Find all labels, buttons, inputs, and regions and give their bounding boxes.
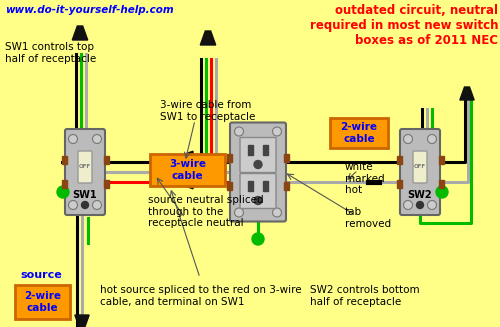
Circle shape	[252, 233, 264, 245]
Polygon shape	[75, 315, 89, 327]
FancyBboxPatch shape	[78, 151, 92, 183]
Bar	[150, 154, 225, 186]
Circle shape	[254, 161, 262, 168]
FancyBboxPatch shape	[65, 129, 105, 215]
Bar	[330, 118, 388, 148]
Circle shape	[82, 201, 88, 209]
Bar	[62, 156, 67, 164]
Polygon shape	[460, 87, 474, 100]
Text: tab
removed: tab removed	[345, 207, 391, 229]
FancyBboxPatch shape	[240, 137, 276, 173]
Circle shape	[272, 127, 281, 136]
Bar	[104, 156, 109, 164]
Circle shape	[404, 134, 412, 144]
Circle shape	[416, 201, 424, 209]
Bar	[439, 180, 444, 188]
Circle shape	[234, 208, 244, 217]
Text: 3-wire
cable: 3-wire cable	[169, 159, 206, 181]
Circle shape	[254, 197, 262, 204]
Polygon shape	[177, 171, 193, 189]
Text: source neutral spliced
through to the
receptacle neutral: source neutral spliced through to the re…	[148, 195, 264, 228]
Bar	[227, 182, 232, 190]
Text: outdated circuit, neutral
required in most new switch
boxes as of 2011 NEC: outdated circuit, neutral required in mo…	[310, 4, 498, 47]
Circle shape	[436, 186, 448, 198]
Text: 2-wire
cable: 2-wire cable	[24, 291, 61, 313]
Bar	[284, 182, 289, 190]
Text: source: source	[20, 270, 62, 280]
Bar	[263, 181, 268, 191]
Circle shape	[68, 200, 78, 210]
FancyBboxPatch shape	[230, 123, 286, 221]
Circle shape	[68, 134, 78, 144]
Text: SW2 controls bottom
half of receptacle: SW2 controls bottom half of receptacle	[310, 285, 420, 307]
Bar	[397, 156, 402, 164]
Bar	[397, 180, 402, 188]
Polygon shape	[72, 26, 88, 40]
Text: www.do-it-yourself-help.com: www.do-it-yourself-help.com	[5, 5, 173, 15]
Text: SW1: SW1	[72, 190, 98, 200]
Bar	[248, 145, 253, 154]
FancyBboxPatch shape	[413, 151, 427, 183]
Text: OFF: OFF	[79, 164, 91, 169]
Bar	[263, 145, 268, 154]
Circle shape	[92, 200, 102, 210]
Text: white
marked
hot: white marked hot	[345, 162, 385, 195]
Circle shape	[57, 186, 69, 198]
Bar	[104, 180, 109, 188]
Text: OFF: OFF	[414, 164, 426, 169]
Polygon shape	[177, 151, 193, 169]
Bar	[284, 154, 289, 162]
Text: 2-wire
cable: 2-wire cable	[340, 122, 378, 144]
Text: SW1 controls top
half of receptacle: SW1 controls top half of receptacle	[5, 42, 96, 63]
Circle shape	[234, 127, 244, 136]
Circle shape	[92, 134, 102, 144]
Text: SW2: SW2	[408, 190, 432, 200]
Circle shape	[404, 200, 412, 210]
Polygon shape	[200, 31, 216, 45]
Bar	[248, 181, 253, 191]
Text: 3-wire cable from
SW1 to receptacle: 3-wire cable from SW1 to receptacle	[160, 100, 256, 122]
Circle shape	[272, 208, 281, 217]
Bar	[15, 285, 70, 319]
Circle shape	[428, 200, 436, 210]
Bar	[227, 154, 232, 162]
Circle shape	[428, 134, 436, 144]
FancyBboxPatch shape	[400, 129, 440, 215]
Bar	[62, 180, 67, 188]
Bar	[439, 156, 444, 164]
Text: hot source spliced to the red on 3-wire
cable, and terminal on SW1: hot source spliced to the red on 3-wire …	[100, 285, 302, 307]
FancyBboxPatch shape	[240, 174, 276, 209]
